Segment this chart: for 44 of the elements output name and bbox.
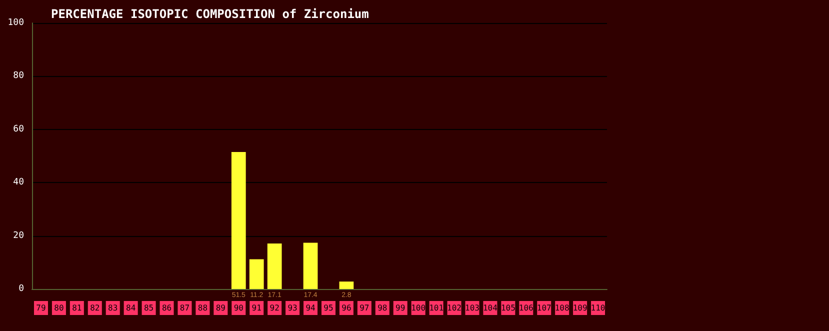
x-tick-label: 98 [378, 304, 388, 312]
x-tick-label: 81 [72, 304, 82, 312]
y-tick-label: 80 [13, 71, 24, 82]
x-tick-label: 91 [252, 304, 262, 312]
x-tick-label: 100 [411, 304, 426, 312]
y-tick-label: 40 [13, 178, 24, 188]
bar [267, 244, 282, 289]
x-tick-label: 108 [554, 304, 570, 312]
x-tick-label: 109 [572, 304, 588, 312]
bar [231, 152, 246, 289]
y-tick-label: 100 [8, 18, 24, 28]
y-tick-label: 0 [18, 284, 24, 294]
x-tick-label: 105 [500, 304, 516, 312]
x-tick-label: 85 [144, 304, 154, 312]
bar [249, 259, 264, 289]
x-tick-label: 88 [198, 304, 208, 312]
x-tick-label: 92 [270, 304, 280, 312]
x-tick-label: 79 [36, 304, 46, 312]
x-tick-label: 89 [216, 304, 226, 312]
x-tick-label: 96 [342, 304, 352, 312]
x-tick-label: 95 [324, 304, 334, 312]
x-tick-label: 102 [447, 304, 462, 312]
chart-title: PERCENTAGE ISOTOPIC COMPOSITION of Zirconium [51, 7, 369, 21]
bar [303, 242, 318, 289]
x-tick-label: 107 [536, 304, 552, 312]
x-tick-label: 86 [162, 304, 172, 312]
x-tick-label: 87 [180, 304, 190, 312]
x-tick-label: 99 [396, 304, 406, 312]
x-tick-label: 104 [482, 304, 498, 312]
bar [339, 282, 354, 289]
y-tick-label: 60 [13, 124, 24, 134]
x-tick-label: 103 [465, 304, 480, 312]
x-tick-label: 80 [54, 304, 64, 312]
x-tick-label: 97 [360, 304, 370, 312]
x-tick-label: 84 [126, 304, 136, 312]
y-tick-label: 20 [13, 230, 24, 241]
x-tick-label: 93 [288, 304, 298, 312]
x-tick-label: 90 [234, 304, 244, 312]
x-tick-label: 110 [590, 304, 606, 312]
x-tick-label: 101 [429, 304, 444, 312]
x-tick-label: 82 [90, 304, 100, 312]
x-tick-label: 94 [306, 304, 316, 312]
x-tick-label: 83 [108, 304, 118, 312]
x-tick-label: 106 [518, 304, 534, 312]
